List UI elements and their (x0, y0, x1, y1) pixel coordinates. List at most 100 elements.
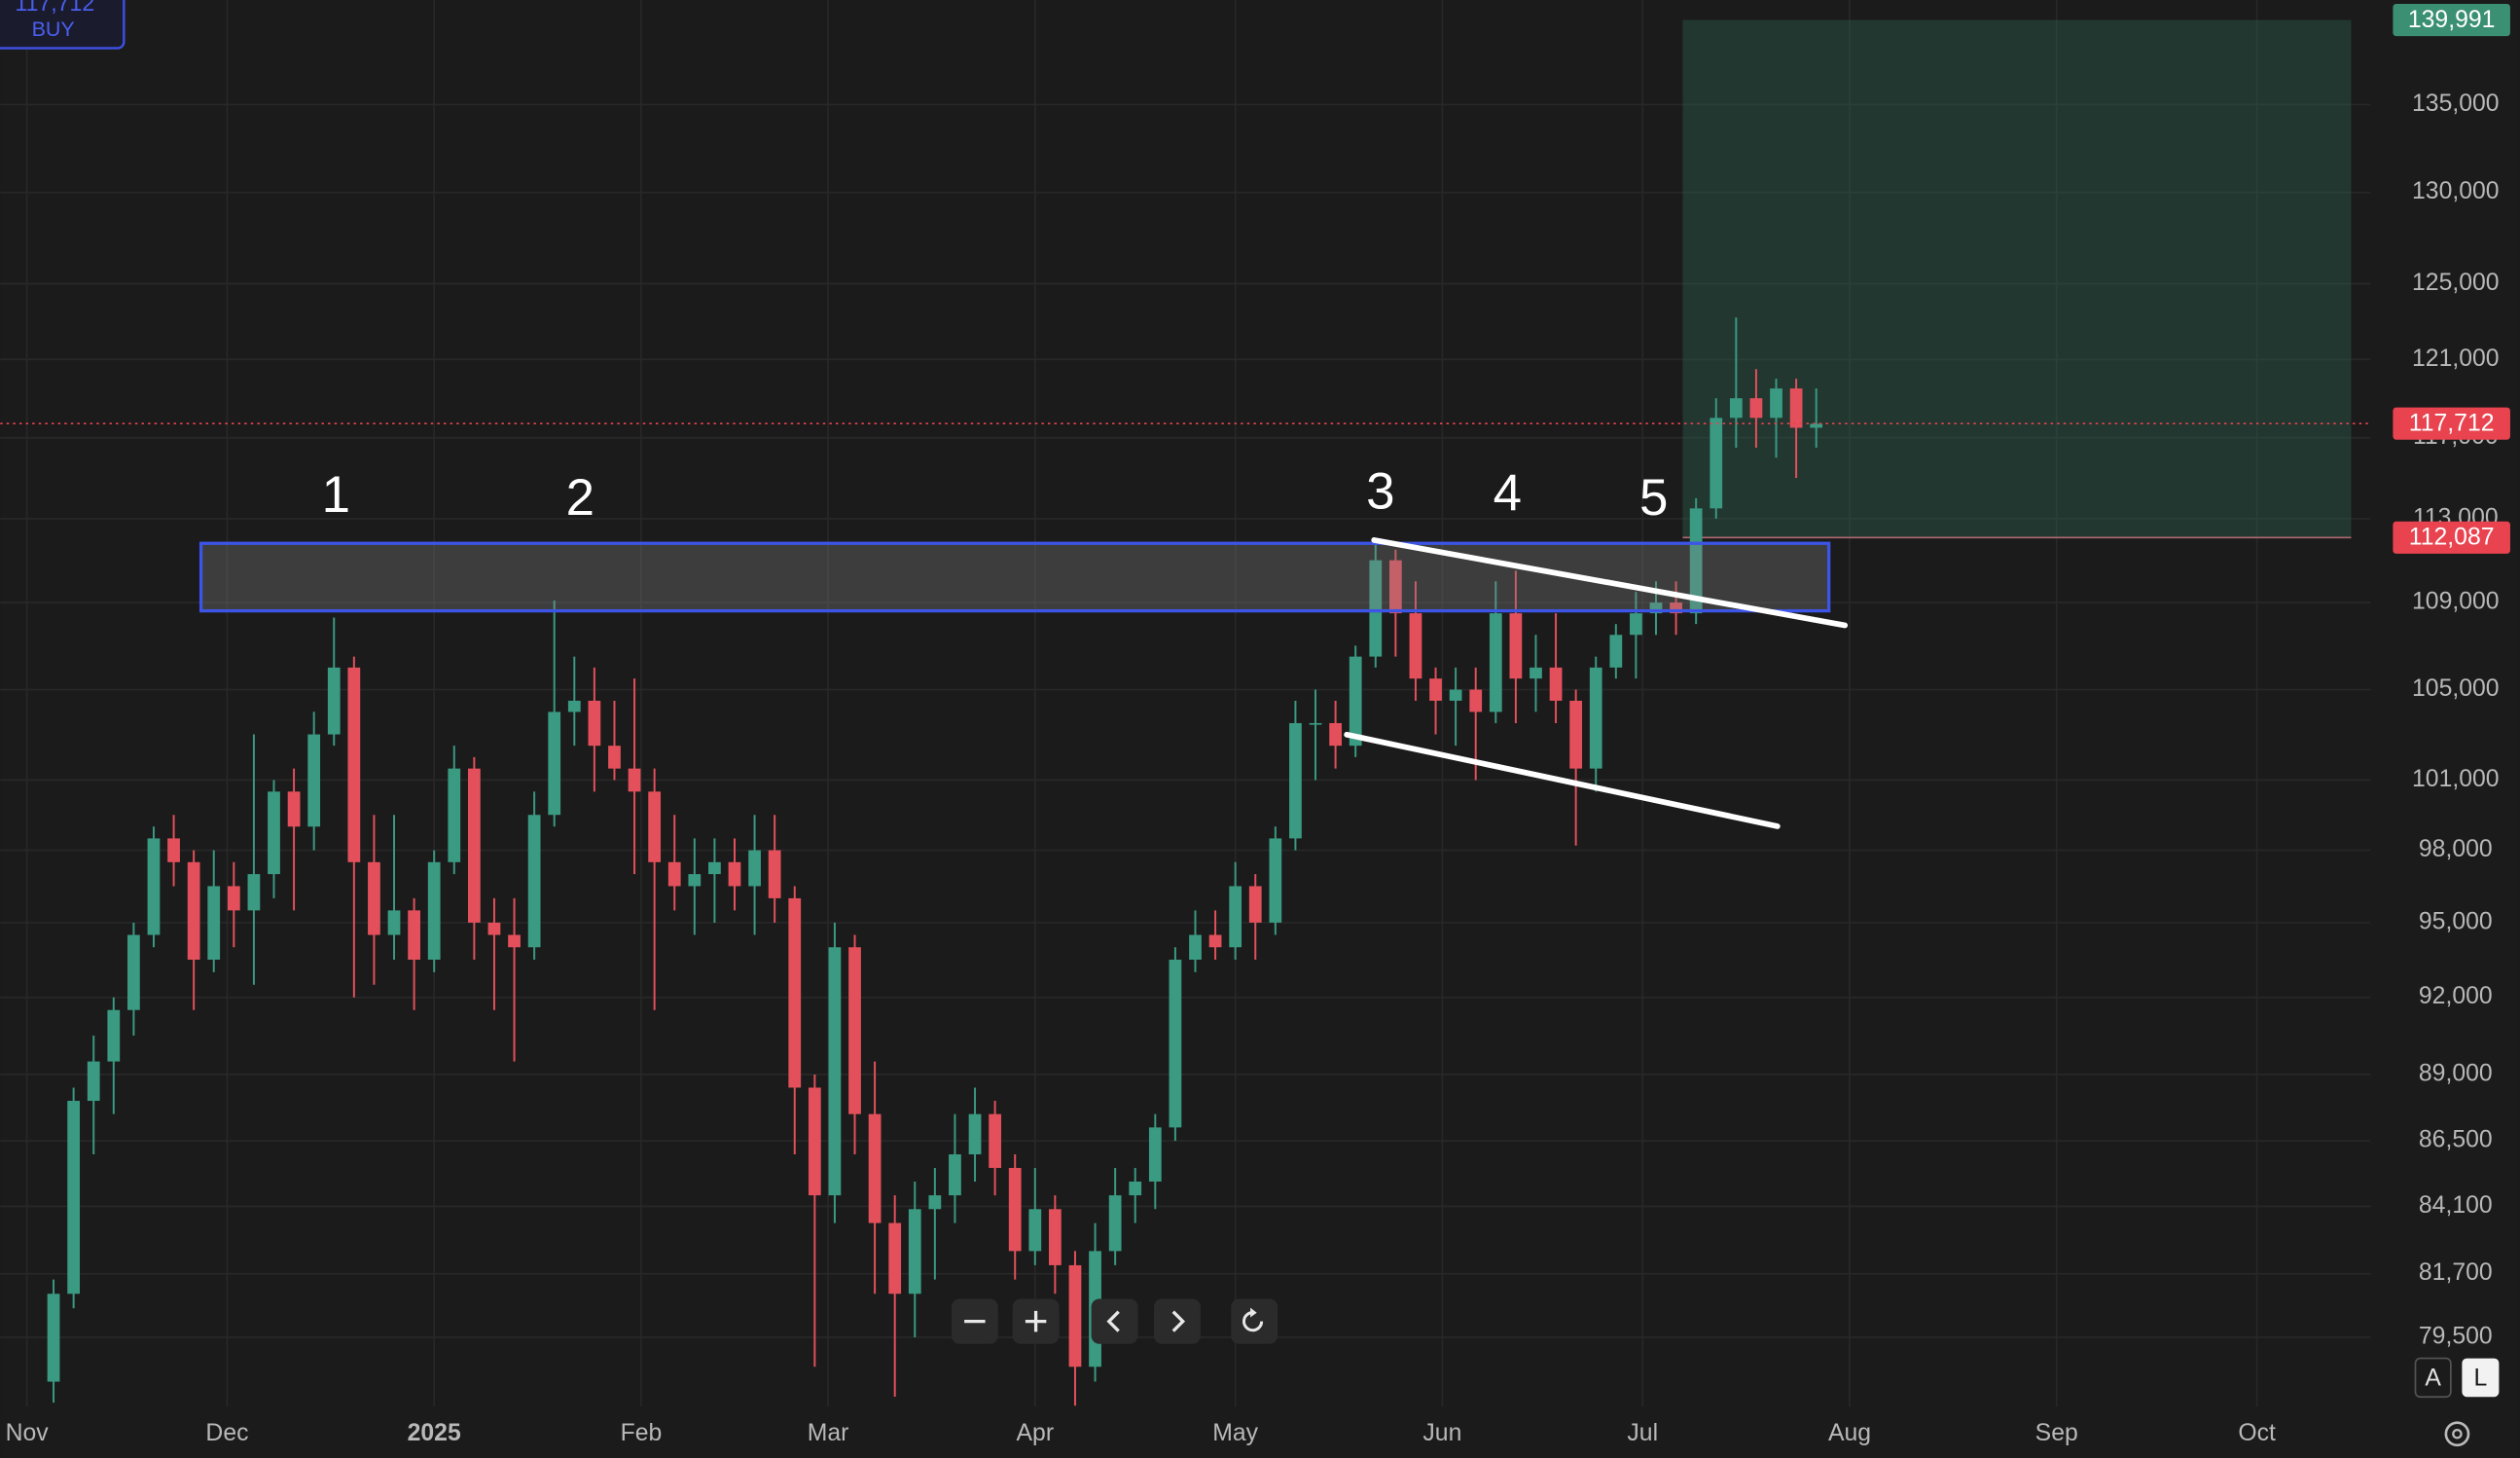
candle-body (1710, 418, 1723, 509)
candle-body (1530, 667, 1542, 679)
candle-body (1008, 1167, 1022, 1252)
price-tag (2393, 407, 2510, 440)
y-tick-label: 121,000 (2412, 346, 2500, 372)
candle-body (107, 1009, 121, 1062)
candle-body (1269, 838, 1282, 923)
candle-body (1148, 1127, 1162, 1182)
wave-label: 5 (1639, 469, 1668, 527)
y-tick-label: 86,500 (2419, 1127, 2493, 1153)
candle-body (1689, 508, 1703, 614)
candle-body (1369, 560, 1383, 657)
candle-body (1208, 934, 1222, 948)
candle-body (608, 746, 621, 769)
price-tag-label: 117,712 (2409, 411, 2495, 437)
icon (1025, 1310, 1047, 1332)
candle-body (888, 1222, 902, 1294)
x-tick-label: Jun (1422, 1420, 1461, 1446)
candle-body (848, 947, 861, 1114)
reset-button[interactable] (1231, 1298, 1278, 1344)
candle-body (1509, 613, 1523, 679)
y-tick-label: 135,000 (2412, 91, 2500, 117)
candle-body (1489, 613, 1502, 712)
candle-body (448, 768, 461, 862)
candle-body (127, 934, 140, 1010)
y-tick-label: 130,000 (2412, 178, 2500, 204)
candle-body (588, 700, 601, 747)
y-tick-label: 89,000 (2419, 1061, 2493, 1087)
candle-body (307, 734, 321, 827)
candle-body (1289, 722, 1302, 839)
candle-body (368, 861, 380, 935)
scroll-left-button[interactable] (1091, 1298, 1138, 1344)
trend-line (1371, 537, 1849, 629)
candle-body (427, 861, 441, 961)
candle-body (408, 910, 420, 961)
y-tick-label: 79,500 (2419, 1324, 2493, 1350)
candle-body (1229, 886, 1242, 948)
log-scale-button[interactable] (2462, 1358, 2500, 1398)
candle-body (868, 1113, 882, 1223)
candle-body (1549, 667, 1563, 701)
candle-body (268, 791, 280, 875)
candle-body (1649, 602, 1663, 614)
candle-body (968, 1113, 982, 1155)
scale-controls: A L (2414, 1357, 2500, 1447)
candle-body (1749, 398, 1763, 419)
price-tag (2393, 4, 2510, 37)
x-tick-label: Sep (2035, 1420, 2078, 1446)
candle-body (167, 838, 180, 862)
candle-body (467, 768, 481, 923)
order-ticket[interactable]: 117,712 BUY (0, 0, 126, 50)
candle-body (1589, 667, 1602, 769)
candle-body (287, 791, 301, 827)
candle-body (548, 711, 561, 816)
x-tick-label: Oct (2238, 1420, 2276, 1446)
x-tick-label: 2025 (408, 1420, 461, 1446)
y-tick-label: 92,000 (2419, 983, 2493, 1009)
price-tag-label: 139,991 (2408, 7, 2496, 33)
icon (1242, 1311, 1264, 1332)
candle-body (1169, 960, 1182, 1128)
x-tick-label: Feb (621, 1420, 663, 1446)
auto-scale-button[interactable] (2414, 1357, 2452, 1399)
candle-body (908, 1209, 921, 1294)
axes: Nov Dec 2025 Feb Mar Apr May Jun Jul Aug Sep Oct 79,… (6, 4, 2510, 1446)
candle-body (1388, 560, 1402, 614)
candle-body (1129, 1181, 1142, 1196)
y-tick-label: 105,000 (2412, 675, 2500, 702)
candle-body (1409, 613, 1422, 679)
price-tag (2393, 521, 2510, 554)
candle-body (1789, 388, 1803, 428)
candle-body (828, 947, 842, 1196)
y-tick-label: 81,700 (2419, 1259, 2493, 1286)
candle-body (1309, 722, 1322, 725)
candle-body (808, 1087, 821, 1196)
candle-body (1349, 656, 1362, 747)
candle-body (387, 910, 401, 935)
icon (1250, 1307, 1257, 1318)
candle-body (1189, 934, 1202, 961)
order-box[interactable] (0, 0, 126, 50)
y-tick-label: 84,100 (2419, 1192, 2493, 1219)
order-price: 117,712 (15, 0, 94, 16)
x-tick-label: Dec (205, 1420, 248, 1446)
icon (1106, 1310, 1120, 1332)
candle-body (227, 886, 240, 911)
settings-button[interactable] (2444, 1421, 2470, 1447)
candle-body (1569, 700, 1583, 769)
candle-body (327, 667, 341, 735)
drawings: 1 2 3 4 5 (198, 463, 1849, 829)
candle-body (527, 815, 541, 948)
y-tick-label: 101,000 (2412, 766, 2500, 792)
candle-body (688, 874, 702, 887)
scroll-right-button[interactable] (1153, 1298, 1201, 1344)
candle-body (949, 1154, 961, 1196)
x-tick-label: Nov (6, 1420, 50, 1446)
candle-body (928, 1195, 942, 1210)
zoom-controls (951, 1298, 1278, 1344)
candle-body (1049, 1209, 1062, 1265)
candle-body (1729, 398, 1743, 419)
